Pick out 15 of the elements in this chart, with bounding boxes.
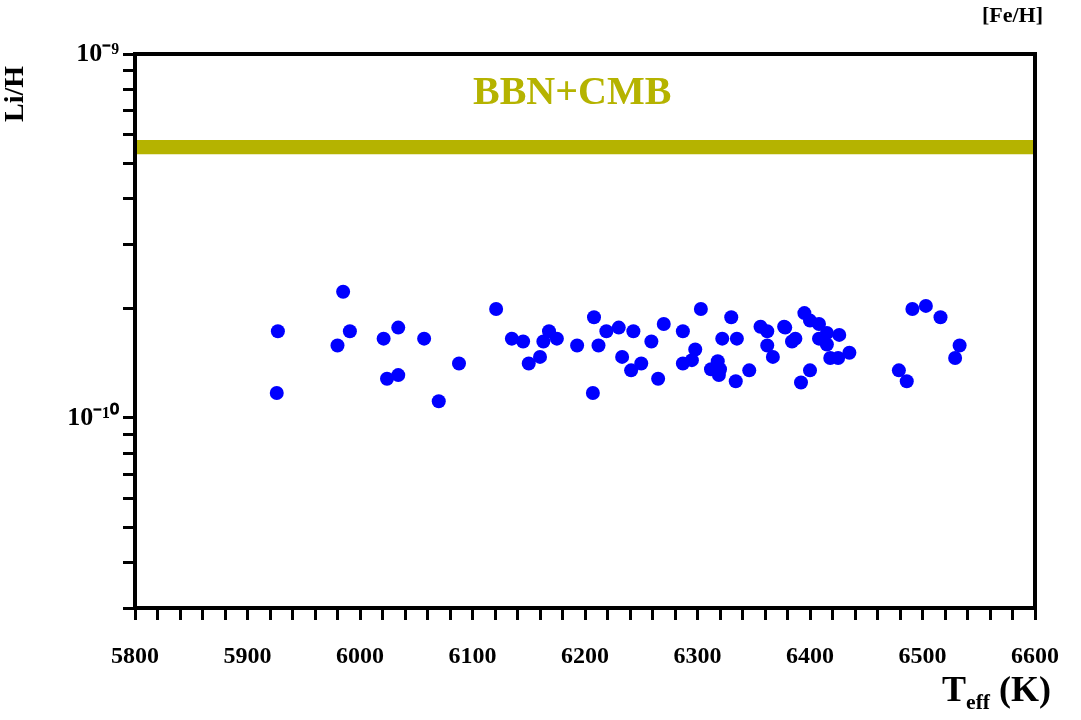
x-tick-label: 5800 [111,641,159,668]
x-tick-label: 6400 [786,641,834,668]
x-tick-label: 6200 [561,641,609,668]
x-axis-title: T$_{eff}$ (K) [942,668,1051,716]
x-tick-label: 5900 [223,641,272,668]
y-tick-label: 10⁻⁹ [76,37,120,67]
y-tick-label: 10⁻¹⁰ [67,401,120,431]
y-axis-title: Li/H [0,65,30,123]
x-tick-label: 6300 [673,641,722,668]
x-tick-label: 6600 [1011,641,1059,668]
text: [Fe/H] [981,2,1043,28]
x-tick-label: 6100 [448,641,497,668]
x-tick-label: 6500 [898,641,947,668]
x-tick-label: 6000 [336,641,384,668]
band-label: BBN+CMB [473,68,672,114]
